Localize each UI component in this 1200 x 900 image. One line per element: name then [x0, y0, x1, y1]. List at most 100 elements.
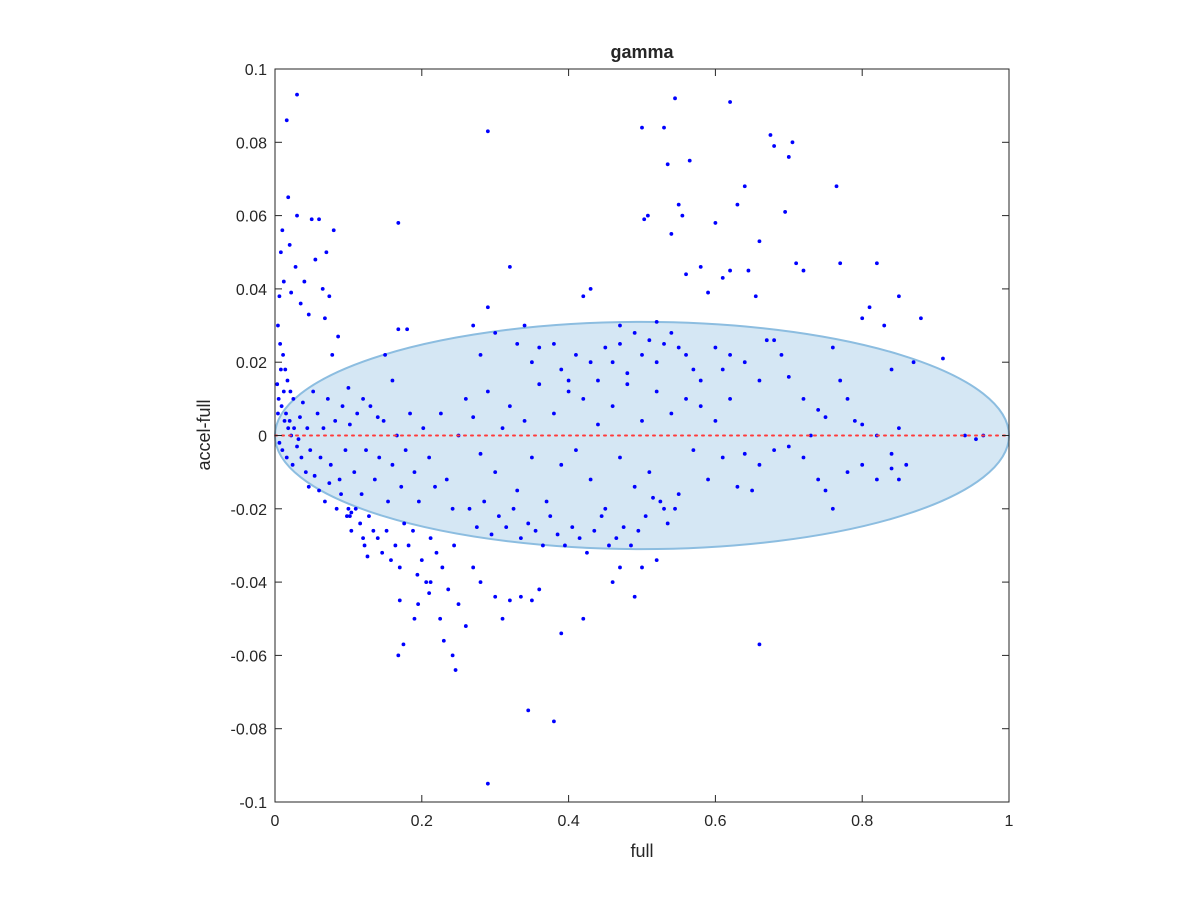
data-point — [383, 352, 387, 357]
data-point — [500, 616, 505, 621]
x-tick-label: 0.4 — [557, 813, 579, 830]
data-point — [552, 341, 556, 346]
data-point — [471, 565, 476, 570]
data-point — [511, 506, 516, 511]
data-point — [287, 243, 292, 247]
data-point — [654, 360, 659, 365]
data-point — [283, 367, 288, 372]
data-point — [324, 250, 329, 255]
data-point — [507, 404, 512, 409]
data-point — [610, 580, 615, 584]
data-point — [277, 294, 282, 299]
data-point — [779, 352, 784, 357]
data-point — [306, 312, 311, 317]
data-point — [292, 426, 296, 431]
data-point — [288, 389, 293, 394]
data-point — [289, 290, 294, 295]
data-point — [919, 316, 923, 321]
data-point — [537, 382, 542, 387]
data-point — [904, 462, 909, 467]
data-point — [428, 580, 433, 584]
data-point — [526, 521, 531, 526]
data-point — [355, 411, 360, 416]
y-tick-label: 0.08 — [236, 135, 267, 152]
data-point — [452, 543, 456, 548]
data-point — [507, 265, 512, 269]
data-point — [312, 473, 317, 478]
data-point — [384, 528, 389, 533]
data-point — [328, 462, 333, 467]
data-point — [299, 455, 304, 460]
data-point — [669, 232, 674, 236]
data-point — [941, 356, 945, 361]
data-point — [284, 455, 289, 460]
data-point — [852, 418, 857, 423]
data-point — [614, 536, 619, 541]
data-point — [728, 396, 732, 401]
data-point — [281, 279, 286, 284]
data-point — [280, 228, 285, 233]
y-tick-label: -0.06 — [231, 648, 268, 665]
data-point — [280, 448, 285, 453]
data-point — [405, 327, 410, 332]
data-point — [441, 638, 446, 643]
data-point — [654, 389, 659, 394]
data-point — [478, 352, 483, 357]
data-point — [713, 345, 718, 350]
data-point — [680, 213, 685, 218]
data-point — [742, 184, 747, 189]
data-point — [401, 642, 406, 647]
data-point — [603, 506, 608, 511]
data-point — [790, 140, 795, 145]
data-point — [728, 100, 732, 104]
data-point — [544, 499, 549, 504]
data-point — [393, 543, 398, 548]
x-tick-label: 0.2 — [411, 813, 433, 830]
data-point — [552, 719, 556, 724]
data-point — [433, 484, 437, 489]
y-tick-label: -0.04 — [231, 575, 268, 592]
data-point — [396, 221, 401, 225]
data-point — [352, 470, 357, 475]
data-point — [349, 528, 354, 533]
data-point — [830, 506, 835, 511]
data-point — [493, 330, 498, 335]
data-point — [281, 352, 285, 357]
data-point — [772, 448, 777, 453]
data-point — [691, 367, 696, 372]
data-point — [801, 268, 806, 273]
data-point — [860, 422, 865, 427]
data-point — [411, 528, 415, 533]
y-tick-label: 0.06 — [236, 209, 267, 226]
data-point — [327, 294, 332, 299]
data-point — [367, 514, 371, 519]
data-point — [286, 195, 291, 200]
data-point — [860, 316, 865, 321]
data-point — [632, 594, 637, 599]
data-point — [720, 455, 725, 460]
data-point — [277, 440, 282, 445]
data-point — [416, 602, 421, 606]
data-point — [522, 323, 527, 328]
data-point — [489, 532, 494, 537]
data-point — [654, 319, 659, 324]
data-point — [596, 378, 600, 383]
data-point — [566, 378, 571, 383]
data-point — [665, 521, 670, 526]
data-point — [522, 418, 527, 423]
data-point — [450, 653, 455, 658]
data-point — [284, 411, 288, 416]
data-point — [336, 334, 341, 339]
data-point — [339, 492, 343, 497]
data-point — [673, 506, 677, 511]
data-point — [552, 411, 556, 416]
ticks-layer: 0 0.2 0.4 0.6 0.8 1 -0.1 -0.08 -0.06 -0.04 -0.02 0 0… — [231, 62, 1014, 830]
data-point — [687, 158, 692, 163]
data-point — [808, 433, 813, 438]
data-point — [303, 470, 308, 475]
data-point — [566, 389, 571, 394]
data-point — [647, 470, 652, 475]
data-point — [588, 477, 593, 482]
data-point — [397, 565, 402, 570]
